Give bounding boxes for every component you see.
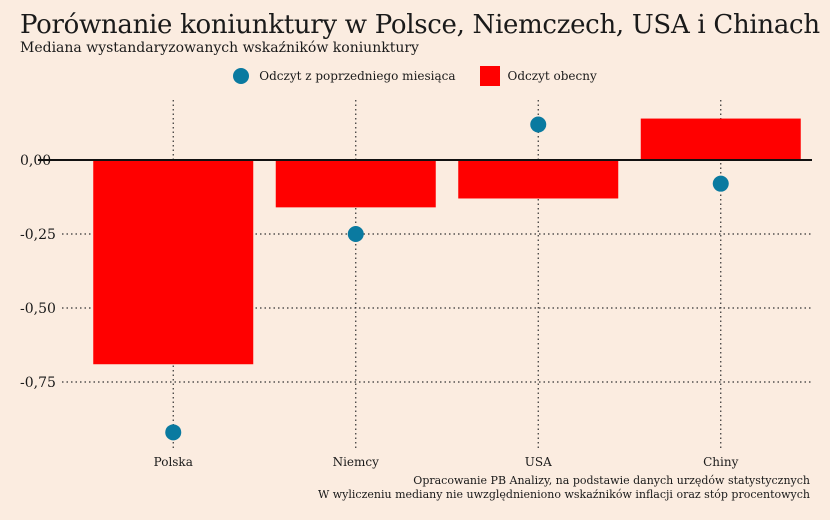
bar-current	[93, 160, 254, 365]
y-tick-label: 0,00	[20, 153, 51, 169]
dot-previous	[165, 424, 182, 441]
note-caption: W wyliczeniu mediany nie uwzględnieniono…	[317, 488, 810, 501]
x-tick-label: Niemcy	[333, 455, 380, 469]
chart-legend: Odczyt z poprzedniego miesiąca Odczyt ob…	[0, 66, 830, 86]
dot-previous	[712, 175, 729, 192]
y-tick-label: -0,25	[20, 227, 56, 243]
bar-current	[275, 160, 436, 208]
legend-label-current: Odczyt obecny	[507, 69, 597, 83]
chart-subtitle: Mediana wystandaryzowanych wskaźników ko…	[20, 40, 419, 56]
bar-current	[458, 160, 619, 199]
legend-label-previous: Odczyt z poprzedniego miesiąca	[259, 69, 456, 83]
legend-dot-marker	[233, 68, 250, 84]
legend-bar-marker	[479, 66, 500, 86]
x-tick-label: Chiny	[703, 455, 738, 469]
dot-previous	[347, 226, 364, 242]
y-tick-label: -0,50	[20, 301, 56, 317]
chart-title: Porównanie koniunktury w Polsce, Niemcze…	[20, 10, 820, 40]
dot-previous	[530, 116, 547, 133]
legend-item-previous: Odczyt z poprzedniego miesiąca	[233, 68, 456, 84]
legend-item-current: Odczyt obecny	[479, 66, 597, 86]
y-tick-label: -0,75	[20, 375, 56, 391]
x-tick-label: Polska	[154, 455, 193, 469]
bar-current	[640, 118, 801, 160]
source-caption: Opracowanie PB Analizy, na podstawie dan…	[413, 474, 810, 487]
x-tick-label: USA	[525, 455, 552, 469]
